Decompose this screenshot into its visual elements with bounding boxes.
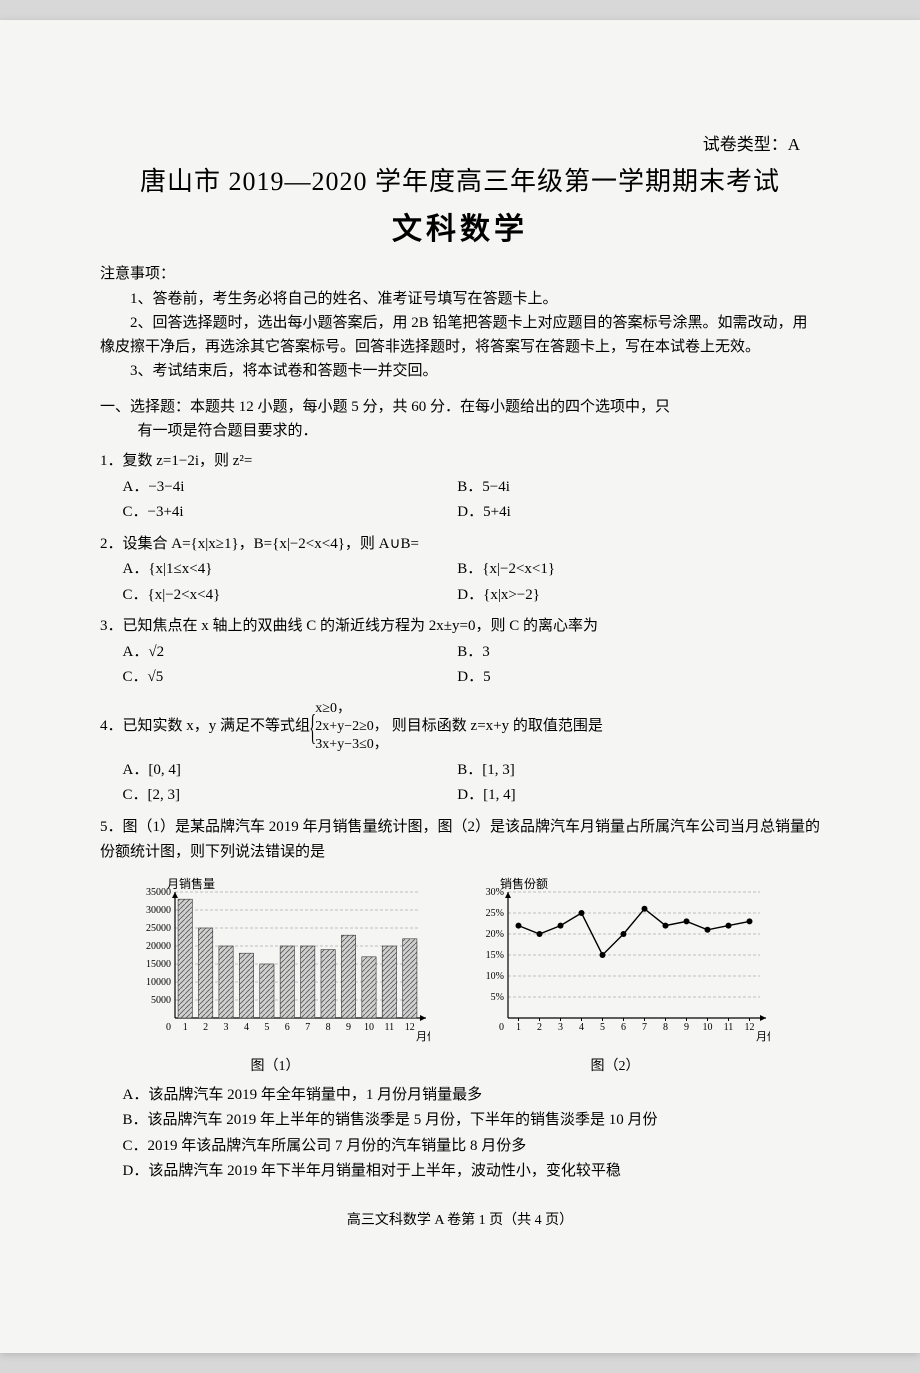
svg-text:3: 3: [224, 1022, 229, 1033]
title-main: 唐山市 2019—2020 学年度高三年级第一学期期末考试: [100, 161, 820, 198]
svg-text:0: 0: [166, 1022, 171, 1033]
svg-text:11: 11: [724, 1022, 734, 1033]
svg-text:7: 7: [642, 1022, 647, 1033]
svg-text:12: 12: [405, 1022, 415, 1033]
svg-text:10: 10: [703, 1022, 713, 1033]
svg-text:9: 9: [346, 1022, 351, 1033]
svg-text:4: 4: [244, 1022, 249, 1033]
svg-text:0: 0: [499, 1022, 504, 1033]
svg-text:12: 12: [745, 1022, 755, 1033]
question-5: 5．图（1）是某品牌汽车 2019 年月销售量统计图，图（2）是该品牌汽车月销量…: [100, 815, 820, 1185]
q3-opt-d: D．5: [457, 665, 792, 691]
q4-stem-pre: 4．已知实数 x，y 满足不等式组: [100, 714, 310, 740]
q5-opt-b: B．该品牌汽车 2019 年上半年的销售淡季是 5 月份，下半年的销售淡季是 1…: [100, 1108, 820, 1134]
svg-text:销售份额: 销售份额: [500, 876, 548, 891]
svg-text:15000: 15000: [146, 959, 171, 970]
q1-opt-a: A．−3−4i: [123, 475, 458, 501]
q3-opt-c: C．√5: [123, 665, 458, 691]
q2-opt-c: C．{x|−2<x<4}: [123, 583, 458, 609]
question-3: 3．已知焦点在 x 轴上的双曲线 C 的渐近线方程为 2x±y=0，则 C 的离…: [100, 614, 820, 691]
paper-type: 试卷类型：A: [100, 130, 820, 155]
q2-stem: 2．设集合 A={x|x≥1}，B={x|−2<x<4}，则 A∪B=: [100, 532, 820, 558]
brace-icon: {: [309, 697, 316, 758]
notice-1: 1、答卷前，考生务必将自己的姓名、准考证号填写在答题卡上。: [100, 287, 820, 311]
chart-2-caption: 图（2）: [460, 1055, 770, 1079]
svg-text:2: 2: [537, 1022, 542, 1033]
svg-text:5: 5: [600, 1022, 605, 1033]
q4-opt-d: D．[1, 4]: [457, 783, 792, 809]
notice-header: 注意事项：: [100, 262, 820, 283]
chart-1-caption: 图（1）: [120, 1055, 430, 1079]
q3-opt-b: B．3: [457, 640, 792, 666]
q1-opt-d: D．5+4i: [457, 500, 792, 526]
q1-stem: 1．复数 z=1−2i，则 z²=: [100, 449, 820, 475]
svg-text:20000: 20000: [146, 941, 171, 952]
svg-text:25%: 25%: [486, 908, 504, 919]
question-2: 2．设集合 A={x|x≥1}，B={x|−2<x<4}，则 A∪B= A．{x…: [100, 532, 820, 609]
q4-c1: x≥0，: [315, 701, 351, 716]
svg-text:20%: 20%: [486, 929, 504, 940]
q4-opt-b: B．[1, 3]: [457, 758, 792, 784]
question-1: 1．复数 z=1−2i，则 z²= A．−3−4i B．5−4i C．−3+4i…: [100, 449, 820, 526]
q1-opt-c: C．−3+4i: [123, 500, 458, 526]
notice-2: 2、回答选择题时，选出每小题答案后，用 2B 铅笔把答题卡上对应题目的答案标号涂…: [100, 311, 820, 359]
svg-text:1: 1: [516, 1022, 521, 1033]
svg-text:10000: 10000: [146, 977, 171, 988]
exam-page: 试卷类型：A 唐山市 2019—2020 学年度高三年级第一学期期末考试 文科数…: [0, 20, 920, 1353]
q5-opt-a: A．该品牌汽车 2019 年全年销量中，1 月份月销量最多: [100, 1083, 820, 1109]
svg-text:10%: 10%: [486, 971, 504, 982]
q2-opt-b: B．{x|−2<x<1}: [457, 557, 792, 583]
q5-opt-c: C．2019 年该品牌汽车所属公司 7 月份的汽车销量比 8 月份多: [100, 1134, 820, 1160]
line-chart: 5%10%15%20%25%30%123456789101112销售份额月份0: [460, 874, 770, 1044]
q2-opt-d: D．{x|x>−2}: [457, 583, 792, 609]
svg-text:月份: 月份: [416, 1030, 430, 1043]
svg-text:2: 2: [203, 1022, 208, 1033]
section-line-2: 有一项是符合题目要求的．: [100, 419, 820, 443]
svg-text:6: 6: [621, 1022, 626, 1033]
q3-opt-a: A．√2: [123, 640, 458, 666]
svg-text:25000: 25000: [146, 923, 171, 934]
svg-text:3: 3: [558, 1022, 563, 1033]
question-4: 4．已知实数 x，y 满足不等式组 { x≥0， 2x+y−2≥0， 3x+y−…: [100, 697, 820, 809]
svg-text:6: 6: [285, 1022, 290, 1033]
svg-text:月销售量: 月销售量: [167, 876, 215, 891]
section-1-header: 一、选择题：本题共 12 小题，每小题 5 分，共 60 分．在每小题给出的四个…: [100, 395, 820, 443]
svg-text:8: 8: [326, 1022, 331, 1033]
svg-text:4: 4: [579, 1022, 584, 1033]
charts-row: 5000100001500020000250003000035000123456…: [120, 874, 820, 1079]
q1-opt-b: B．5−4i: [457, 475, 792, 501]
section-line-1: 一、选择题：本题共 12 小题，每小题 5 分，共 60 分．在每小题给出的四个…: [100, 395, 820, 419]
q2-opt-a: A．{x|1≤x<4}: [123, 557, 458, 583]
q4-stem-post: 则目标函数 z=x+y 的取值范围是: [392, 714, 603, 740]
q4-opt-a: A．[0, 4]: [123, 758, 458, 784]
svg-text:30000: 30000: [146, 905, 171, 916]
q5-opt-d: D．该品牌汽车 2019 年下半年月销量相对于上半年，波动性小，变化较平稳: [100, 1159, 820, 1185]
q5-stem: 5．图（1）是某品牌汽车 2019 年月销售量统计图，图（2）是该品牌汽车月销量…: [100, 815, 820, 866]
q4-c3: 3x+y−3≤0，: [315, 737, 387, 752]
bar-chart: 5000100001500020000250003000035000123456…: [120, 874, 430, 1044]
svg-text:月份: 月份: [756, 1030, 770, 1043]
svg-text:5000: 5000: [151, 995, 171, 1006]
q4-opt-c: C．[2, 3]: [123, 783, 458, 809]
title-subject: 文科数学: [100, 204, 820, 248]
svg-text:10: 10: [364, 1022, 374, 1033]
page-footer: 高三文科数学 A 卷第 1 页（共 4 页）: [100, 1209, 820, 1229]
svg-text:5%: 5%: [491, 992, 504, 1003]
chart-1-box: 5000100001500020000250003000035000123456…: [120, 874, 430, 1079]
svg-text:9: 9: [684, 1022, 689, 1033]
svg-text:7: 7: [305, 1022, 310, 1033]
svg-text:1: 1: [183, 1022, 188, 1033]
svg-text:11: 11: [385, 1022, 395, 1033]
chart-2-box: 5%10%15%20%25%30%123456789101112销售份额月份0 …: [460, 874, 770, 1079]
svg-text:8: 8: [663, 1022, 668, 1033]
q4-c2: 2x+y−2≥0，: [315, 719, 387, 734]
q3-stem: 3．已知焦点在 x 轴上的双曲线 C 的渐近线方程为 2x±y=0，则 C 的离…: [100, 614, 820, 640]
svg-text:5: 5: [264, 1022, 269, 1033]
svg-text:15%: 15%: [486, 950, 504, 961]
notice-3: 3、考试结束后，将本试卷和答题卡一并交回。: [100, 359, 820, 383]
